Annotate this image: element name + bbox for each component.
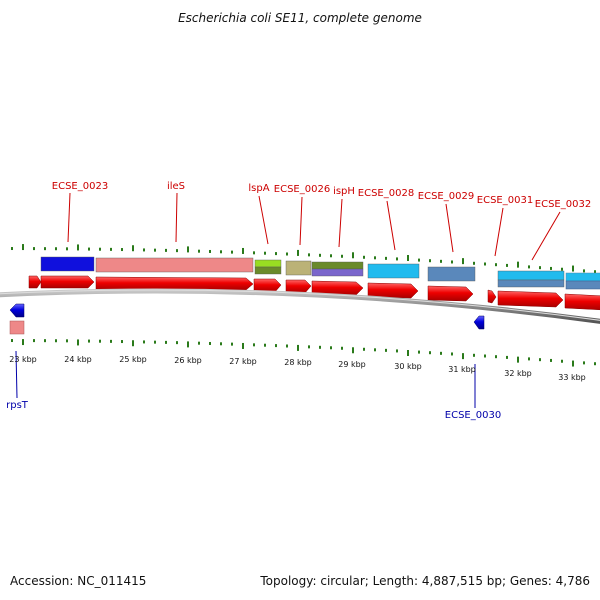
- callout-line: [258, 195, 269, 245]
- gene-label[interactable]: ECSE_0029: [418, 191, 474, 202]
- cds-arrow-forward[interactable]: [311, 280, 364, 296]
- gene-label[interactable]: ECSE_0031: [477, 195, 533, 206]
- accession-text: Accession: NC_011415: [10, 574, 147, 588]
- gene-label[interactable]: ispH: [333, 186, 355, 197]
- feature-box[interactable]: [95, 257, 254, 273]
- feature-box-right-edge: [565, 272, 600, 290]
- feature-box[interactable]: [285, 260, 312, 276]
- feature-box[interactable]: [311, 268, 364, 277]
- forward-cds-track: [28, 275, 600, 311]
- cds-arrow-reverse[interactable]: [473, 315, 485, 330]
- gene-label[interactable]: ECSE_0028: [358, 188, 414, 199]
- feature-box[interactable]: [367, 263, 420, 279]
- feature-box[interactable]: [254, 266, 282, 275]
- feature-box[interactable]: [427, 266, 476, 282]
- kbp-label: 32 kbp: [504, 369, 532, 378]
- gene-label[interactable]: ECSE_0032: [535, 199, 591, 210]
- feature-box[interactable]: [40, 256, 95, 272]
- gene-label[interactable]: ECSE_0026: [274, 184, 330, 195]
- feature-box[interactable]: [497, 279, 565, 288]
- reverse-gene-labels: rpsT ECSE_0030: [6, 400, 501, 421]
- feature-box[interactable]: [254, 259, 282, 268]
- map-title: Escherichia coli SE11, complete genome: [178, 11, 422, 25]
- kbp-label: 31 kbp: [448, 365, 476, 374]
- kbp-scale: 23 kbp 24 kbp 25 kbp 26 kbp 27 kbp 28 kb…: [9, 355, 586, 382]
- callout-line: [494, 207, 504, 257]
- tick-row-bottom: [11, 339, 596, 367]
- gene-label[interactable]: rpsT: [6, 400, 29, 411]
- backbone-highlight: [0, 289, 600, 321]
- cds-arrow-forward[interactable]: [367, 282, 419, 299]
- genome-backbone: [0, 288, 600, 324]
- cds-arrow-forward[interactable]: [285, 279, 312, 294]
- gene-label[interactable]: ECSE_0023: [52, 181, 108, 192]
- gene-label[interactable]: ileS: [167, 181, 185, 192]
- callout-line: [386, 200, 396, 251]
- cds-arrow-forward[interactable]: [40, 275, 95, 289]
- callout-line: [67, 192, 71, 243]
- feature-box[interactable]: [311, 261, 364, 270]
- callout-line: [531, 211, 561, 261]
- feature-track: [40, 256, 565, 288]
- feature-box[interactable]: [497, 270, 565, 281]
- kbp-label: 33 kbp: [558, 373, 586, 382]
- kbp-label: 25 kbp: [119, 355, 147, 364]
- tick-row-top: [11, 244, 596, 274]
- callout-line: [15, 350, 18, 399]
- callout-line: [175, 192, 178, 243]
- callout-line: [445, 203, 454, 253]
- callout-line: [338, 198, 343, 248]
- kbp-label: 26 kbp: [174, 356, 202, 365]
- cds-arrow-forward[interactable]: [487, 289, 497, 304]
- gene-label[interactable]: lspA: [248, 183, 269, 194]
- gene-label[interactable]: ECSE_0030: [445, 410, 501, 421]
- reverse-cds-track: [9, 303, 485, 330]
- kbp-label: 24 kbp: [64, 355, 92, 364]
- cds-arrow-forward[interactable]: [497, 290, 564, 308]
- cds-arrow-forward[interactable]: [253, 278, 282, 293]
- genome-summary-text: Topology: circular; Length: 4,887,515 bp…: [260, 574, 590, 588]
- cds-arrow-forward[interactable]: [564, 293, 600, 311]
- forward-gene-labels: ECSE_0023 ileS lspA ECSE_0026 ispH ECSE_…: [52, 181, 591, 210]
- kbp-label: 29 kbp: [338, 360, 366, 369]
- kbp-label: 23 kbp: [9, 355, 37, 364]
- kbp-label: 28 kbp: [284, 358, 312, 367]
- cds-arrow-forward[interactable]: [28, 275, 42, 289]
- label-callout-lines: [15, 192, 561, 408]
- cds-arrow-forward[interactable]: [95, 276, 254, 291]
- cds-arrow-forward[interactable]: [427, 285, 474, 302]
- callout-line: [299, 196, 303, 246]
- kbp-label: 27 kbp: [229, 357, 257, 366]
- cds-arrow-reverse[interactable]: [9, 303, 25, 318]
- kbp-label: 30 kbp: [394, 362, 422, 371]
- feature-box-reverse[interactable]: [9, 320, 25, 335]
